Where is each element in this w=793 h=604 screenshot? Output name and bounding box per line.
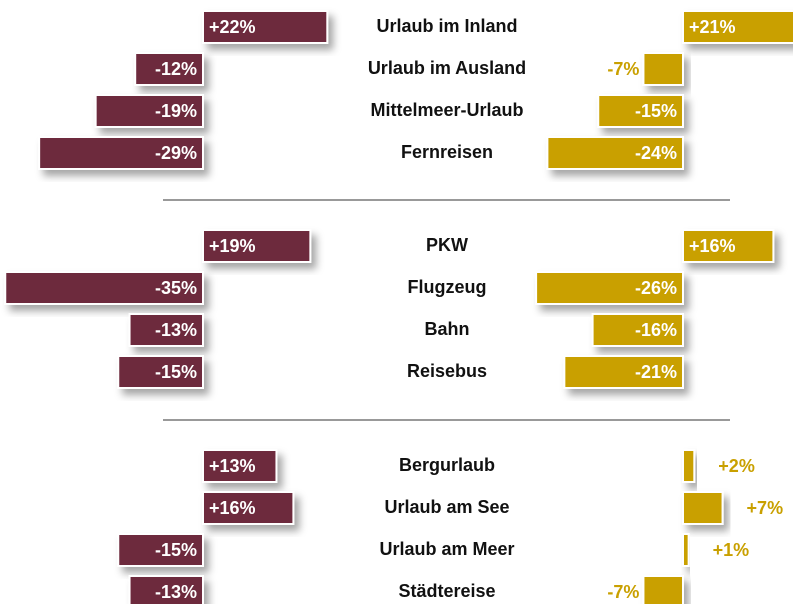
- bar: [202, 10, 329, 44]
- value-label: -24%: [635, 143, 677, 163]
- bar: [597, 94, 684, 128]
- category-label: Flugzeug: [408, 277, 487, 297]
- bar: [38, 136, 205, 170]
- category-label: Bergurlaub: [399, 455, 495, 475]
- bar: [202, 449, 278, 483]
- bar: [128, 575, 204, 604]
- bar: [128, 313, 204, 347]
- value-label: +16%: [689, 236, 736, 256]
- value-label: -7%: [607, 582, 639, 602]
- bar: [642, 575, 685, 604]
- value-label: -29%: [155, 143, 197, 163]
- value-label: +7%: [747, 498, 784, 518]
- category-label: Bahn: [425, 319, 470, 339]
- value-label: +21%: [689, 17, 736, 37]
- value-label: -19%: [155, 101, 197, 121]
- bar: [682, 533, 690, 567]
- category-label: Urlaub am See: [384, 497, 509, 517]
- value-label: -26%: [635, 278, 677, 298]
- bar: [94, 94, 204, 128]
- value-label: -15%: [155, 540, 197, 560]
- value-label: +13%: [209, 456, 256, 476]
- bar: [134, 52, 204, 86]
- bar: [202, 491, 295, 525]
- bar: [563, 355, 684, 389]
- value-label: -7%: [607, 59, 639, 79]
- bar: [535, 271, 684, 305]
- value-label: -12%: [155, 59, 197, 79]
- value-label: -13%: [155, 582, 197, 602]
- bar: [642, 52, 685, 86]
- category-label: Urlaub am Meer: [379, 539, 514, 559]
- value-label: -13%: [155, 320, 197, 340]
- bar: [682, 229, 775, 263]
- bar: [682, 491, 724, 525]
- category-label: Reisebus: [407, 361, 487, 381]
- value-label: +19%: [209, 236, 256, 256]
- value-label: -35%: [155, 278, 197, 298]
- value-label: -16%: [635, 320, 677, 340]
- value-label: +1%: [713, 540, 750, 560]
- value-label: +2%: [718, 456, 755, 476]
- bar: [546, 136, 685, 170]
- category-label: Städtereise: [398, 581, 495, 601]
- bar: [682, 10, 793, 44]
- bar: [4, 271, 204, 305]
- bar: [591, 313, 684, 347]
- bar: [117, 533, 204, 567]
- category-label: Urlaub im Inland: [376, 16, 517, 36]
- category-label: PKW: [426, 235, 468, 255]
- value-label: -15%: [635, 101, 677, 121]
- value-label: +16%: [209, 498, 256, 518]
- category-label: Urlaub im Ausland: [368, 58, 526, 78]
- bar: [682, 449, 696, 483]
- category-label: Mittelmeer-Urlaub: [370, 100, 523, 120]
- bar: [202, 229, 312, 263]
- value-label: +22%: [209, 17, 256, 37]
- value-label: -21%: [635, 362, 677, 382]
- category-label: Fernreisen: [401, 142, 493, 162]
- bar: [117, 355, 204, 389]
- value-label: -15%: [155, 362, 197, 382]
